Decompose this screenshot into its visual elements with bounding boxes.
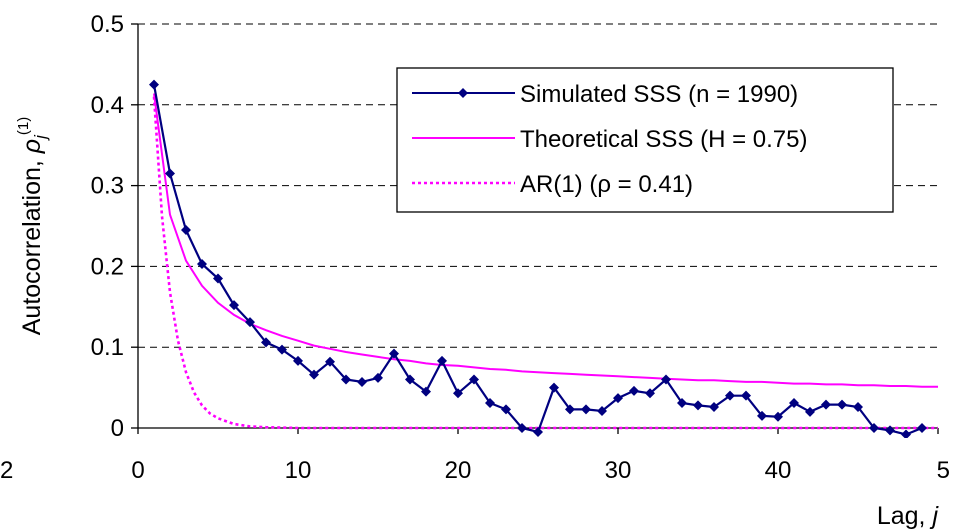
simulated-point-10 (309, 369, 319, 380)
simulated-point-44 (853, 401, 863, 412)
simulated-point-20 (469, 374, 479, 385)
simulated-point-47 (901, 429, 911, 438)
x-axis-title: Lag, j (877, 502, 940, 529)
series-layer (149, 79, 938, 438)
simulated-point-45 (869, 423, 879, 433)
simulated-point-13 (357, 376, 367, 387)
simulated-point-18 (437, 355, 447, 366)
simulated-point-15 (389, 348, 399, 359)
x-axis-title-var: j (929, 502, 939, 529)
simulated-point-6 (245, 317, 255, 328)
simulated-point-0 (149, 79, 159, 90)
x-axis-title-text: Lag, (877, 502, 933, 529)
simulated-point-39 (773, 411, 783, 422)
simulated-point-4 (213, 273, 223, 284)
y-axis-title-sub: j (31, 134, 50, 141)
simulated-point-34 (693, 400, 703, 411)
simulated-point-17 (421, 386, 431, 397)
simulated-point-37 (741, 390, 751, 401)
y-tick-label-4: 0.4 (91, 92, 124, 119)
simulated-point-9 (293, 355, 303, 366)
x-tick-label-0: 0 (131, 457, 144, 484)
legend-label-1: Theoretical SSS (H = 0.75) (520, 126, 807, 153)
simulated-point-21 (485, 397, 495, 408)
x-tick-label-5: 5 (937, 457, 950, 484)
simulated-point-48 (917, 423, 927, 433)
simulated-point-46 (885, 425, 895, 436)
legend: Simulated SSS (n = 1990) Theoretical SSS … (396, 67, 894, 213)
simulated-point-26 (565, 404, 575, 415)
simulated-point-40 (789, 397, 799, 408)
legend-label-2: AR(1) (ρ = 0.41) (520, 171, 693, 198)
simulated-point-22 (501, 404, 511, 415)
simulated-point-41 (805, 406, 815, 417)
x-tick-label-2: 20 (445, 457, 472, 484)
legend-marker-0 (458, 88, 468, 98)
simulated-point-28 (597, 406, 607, 417)
x-tick-label-4: 40 (765, 457, 792, 484)
simulated-point-31 (645, 388, 655, 399)
simulated-point-5 (229, 300, 239, 311)
simulated-point-1 (165, 168, 175, 179)
simulated-point-35 (709, 401, 719, 412)
simulated-point-29 (613, 393, 623, 404)
simulated-point-36 (725, 390, 735, 401)
simulated-point-38 (757, 410, 767, 421)
simulated-point-30 (629, 385, 639, 396)
simulated-point-32 (661, 374, 671, 385)
simulated-point-2 (181, 225, 191, 236)
y-axis-title: Autocorrelation, ρj(1) (15, 117, 50, 336)
y-axis-title-sup: (1) (15, 117, 32, 135)
simulated-point-19 (453, 388, 463, 399)
simulated-point-24 (533, 427, 543, 438)
simulated-point-14 (373, 372, 383, 383)
simulated-point-7 (261, 337, 271, 348)
simulated-point-27 (581, 404, 591, 415)
y-tick-label-3: 0.3 (91, 173, 124, 200)
series-line-1 (153, 93, 938, 388)
simulated-point-12 (341, 374, 351, 385)
legend-label-0: Simulated SSS (n = 1990) (520, 81, 798, 108)
simulated-point-25 (549, 382, 559, 393)
y-axis-title-var: ρ (18, 139, 46, 154)
simulated-point-8 (277, 344, 287, 355)
simulated-point-43 (837, 399, 847, 410)
x-tick-label-1: 10 (285, 457, 312, 484)
y-tick-label-2: 0.2 (91, 253, 124, 280)
y-tick-label-0: 0 (111, 415, 124, 442)
tick-labels: 0 0.1 0.2 0.3 0.4 0.5 0 10 20 30 40 5 2 (0, 11, 950, 484)
simulated-point-16 (405, 374, 415, 385)
simulated-point-42 (821, 399, 831, 410)
y-tick-label-1: 0.1 (91, 334, 124, 361)
simulated-point-23 (517, 423, 527, 433)
x-tick-label-3: 30 (605, 457, 632, 484)
simulated-point-33 (677, 397, 687, 408)
y-axis-title-text: Autocorrelation, (18, 153, 46, 335)
y-tick-label-5: 0.5 (91, 11, 124, 38)
series-line-2 (152, 96, 938, 430)
simulated-point-3 (197, 258, 207, 269)
simulated-point-11 (325, 356, 335, 367)
x-tick-label-left: 2 (0, 457, 13, 484)
